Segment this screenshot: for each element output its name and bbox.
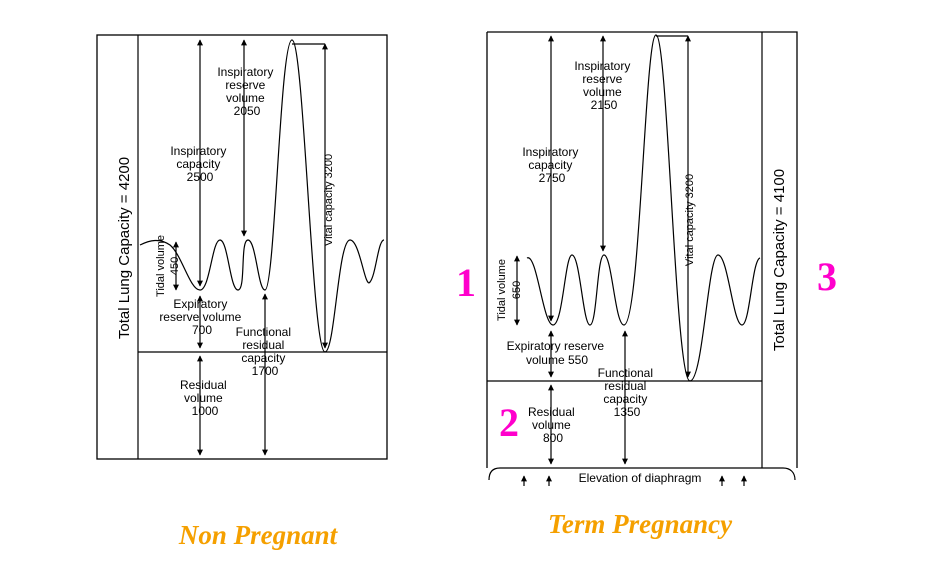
marker-2: 2 <box>499 400 519 445</box>
left-tidal-label: Tidal volume <box>155 235 167 297</box>
right-caption: Term Pregnancy <box>548 509 733 539</box>
left-erv-label: Expiratory reserve volume 700 <box>159 297 244 337</box>
right-irv-label: Inspiratory reserve volume 2150 <box>574 59 633 112</box>
left-ic-label: Inspiratory capacity 2500 <box>170 144 229 184</box>
right-tidal-value: 650 <box>511 281 523 299</box>
marker-1: 1 <box>456 260 476 305</box>
left-irv-label: Inspiratory reserve volume 2050 <box>217 65 276 118</box>
right-tidal-label: Tidal volume <box>496 259 508 321</box>
marker-3: 3 <box>817 254 837 299</box>
right-ic-label: Inspiratory capacity 2750 <box>522 145 581 185</box>
right-total-capacity: Total Lung Capacity = 4100 <box>771 169 788 351</box>
left-rv-label: Residual volume 1000 <box>180 378 230 418</box>
right-vc-label: Vital capacity 3200 <box>684 174 696 266</box>
right-diaphragm-label: Elevation of diaphragm <box>579 471 702 485</box>
left-frame <box>96 34 388 460</box>
right-frame <box>486 31 798 468</box>
right-frc-label: Functional residual capacity 1350 <box>598 366 657 419</box>
non-pregnant-panel: Total Lung Capacity = 4200 Inspiratory r… <box>96 34 388 550</box>
left-vc-label: Vital capacity 3200 <box>323 154 335 246</box>
right-spirogram-curve <box>526 34 761 382</box>
left-tidal-value: 450 <box>169 257 181 275</box>
right-rv-label: Residual volume 800 <box>528 405 578 445</box>
left-caption: Non Pregnant <box>178 520 339 550</box>
right-bottom-brace <box>488 467 796 481</box>
term-pregnancy-panel: Total Lung Capacity = 4100 Inspiratory r… <box>486 31 798 539</box>
left-total-capacity: Total Lung Capacity = 4200 <box>116 157 133 339</box>
left-frc-label: Functional residual capacity 1700 <box>236 325 295 378</box>
right-erv-label: Expiratory reserve volume 550 <box>507 339 608 367</box>
left-spirogram-curve <box>139 39 385 353</box>
